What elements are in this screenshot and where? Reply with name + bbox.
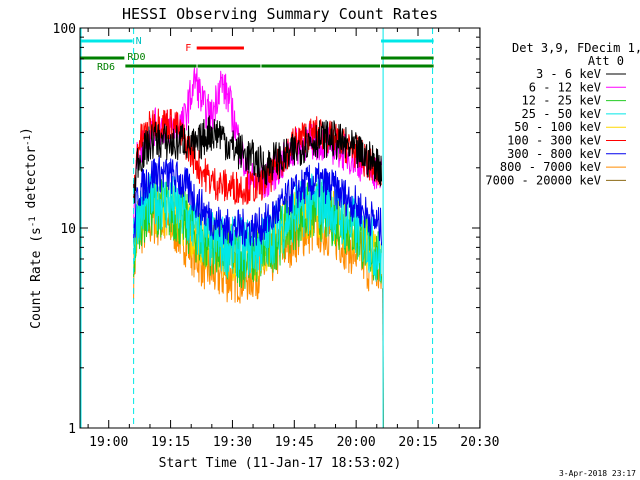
legend-label: 12 - 25 keV [522,94,601,108]
legend-label: 800 - 7000 keV [500,160,601,174]
x-tick-label: 19:00 [89,435,128,450]
status-label-f: F [185,43,191,54]
legend-label: 50 - 100 keV [514,120,601,134]
legend-label: 7000 - 20000 keV [485,173,601,187]
plot-area: N F RD0 RD6 19:00 19:15 19:30 19:45 20:00 20:15 20… [53,22,500,450]
x-tick-label: 20:15 [398,435,437,450]
footer-timestamp: 3-Apr-2018 23:17 [559,469,636,478]
series-line-300-800kev [133,154,383,247]
x-tick-label: 20:00 [337,435,376,450]
status-label-rd0: RD0 [127,52,145,63]
legend-label: 100 - 300 keV [507,134,601,148]
legend-label: 6 - 12 keV [529,80,601,94]
legend-header-line2: Att 0 [588,54,624,68]
x-tick-label: 20:30 [460,435,499,450]
y-tick-label: 100 [53,22,76,37]
status-label-n: N [136,36,142,47]
y-tick-label: 1 [68,422,76,437]
series-line-3-6kev [133,115,383,204]
chart-title: HESSI Observing Summary Count Rates [122,5,438,23]
status-label-rd6: RD6 [97,62,115,73]
legend-label: 300 - 800 keV [507,147,601,161]
y-axis-label: Count Rate (s-1 detector-1) [19,127,44,329]
legend-label: 3 - 6 keV [536,67,601,81]
legend-label: 25 - 50 keV [522,107,601,121]
legend-header-line1: Det 3,9, FDecim 1, [512,41,640,55]
x-axis-label: Start Time (11-Jan-17 18:53:02) [159,456,402,471]
series-line-25-50kev [133,168,383,282]
x-tick-label: 19:15 [151,435,190,450]
x-tick-label: 19:30 [213,435,252,450]
svg-text:Count Rate (s-1 detector-1): Count Rate (s-1 detector-1) [19,127,44,329]
y-tick-label: 10 [60,222,76,237]
x-tick-label: 19:45 [275,435,314,450]
